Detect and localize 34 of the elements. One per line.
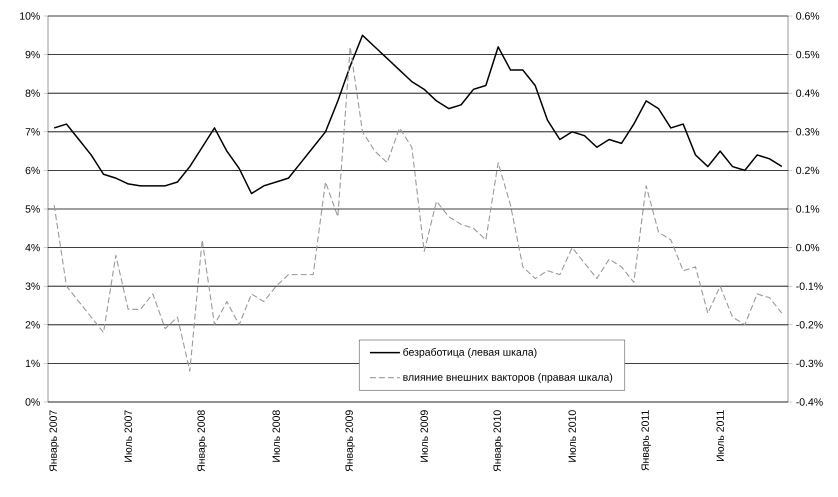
y-tick-label: 1% [26, 360, 40, 368]
y2-tick-label: 0.5% [796, 50, 820, 58]
y-tick-label: 8% [26, 90, 40, 97]
x-tick-label: Январь 2011 [641, 410, 651, 471]
y2-tick-label: 0.6% [796, 12, 820, 20]
x-tick-label: Январь 2007 [49, 410, 59, 472]
legend-label: влияние внешних вакторов (правая шкала) [403, 373, 612, 383]
y-tick-label: 3% [26, 282, 40, 290]
legend-label: безработица (левая шкала) [403, 348, 536, 358]
y-tick-label: 0% [26, 398, 40, 406]
y2-tick-label: -0.2% [796, 321, 823, 329]
y-tick-label: 7% [26, 128, 40, 136]
y-tick-label: 6% [26, 166, 40, 174]
x-tick-label: Январь 2008 [197, 410, 207, 472]
x-tick-label: Июль 2009 [420, 410, 428, 462]
x-tick-label: Июль 2011 [716, 410, 724, 461]
y2-tick-label: 0.1% [796, 205, 820, 213]
y2-tick-label: -0.4% [796, 398, 823, 406]
x-tick-label: Январь 2009 [345, 410, 355, 472]
y2-tick-label: 0.4% [796, 89, 820, 97]
y-tick-label: 9% [26, 50, 40, 58]
x-tick-label: Июль 2010 [568, 410, 576, 462]
x-tick-label: Июль 2007 [124, 410, 132, 462]
y-tick-label: 2% [26, 321, 40, 328]
y-tick-label: 10% [20, 12, 40, 20]
x-tick-label: Январь 2010 [493, 410, 503, 472]
y-tick-label: 5% [26, 205, 40, 213]
y2-tick-label: -0.3% [796, 360, 823, 368]
x-tick-label: Июль 2008 [272, 410, 280, 462]
y2-tick-label: 0.3% [796, 128, 820, 136]
y-tick-label: 4% [25, 244, 40, 252]
y2-tick-label: 0.0% [796, 244, 820, 252]
y2-tick-label: 0.2% [796, 166, 820, 174]
y2-tick-label: -0.1% [796, 282, 823, 290]
